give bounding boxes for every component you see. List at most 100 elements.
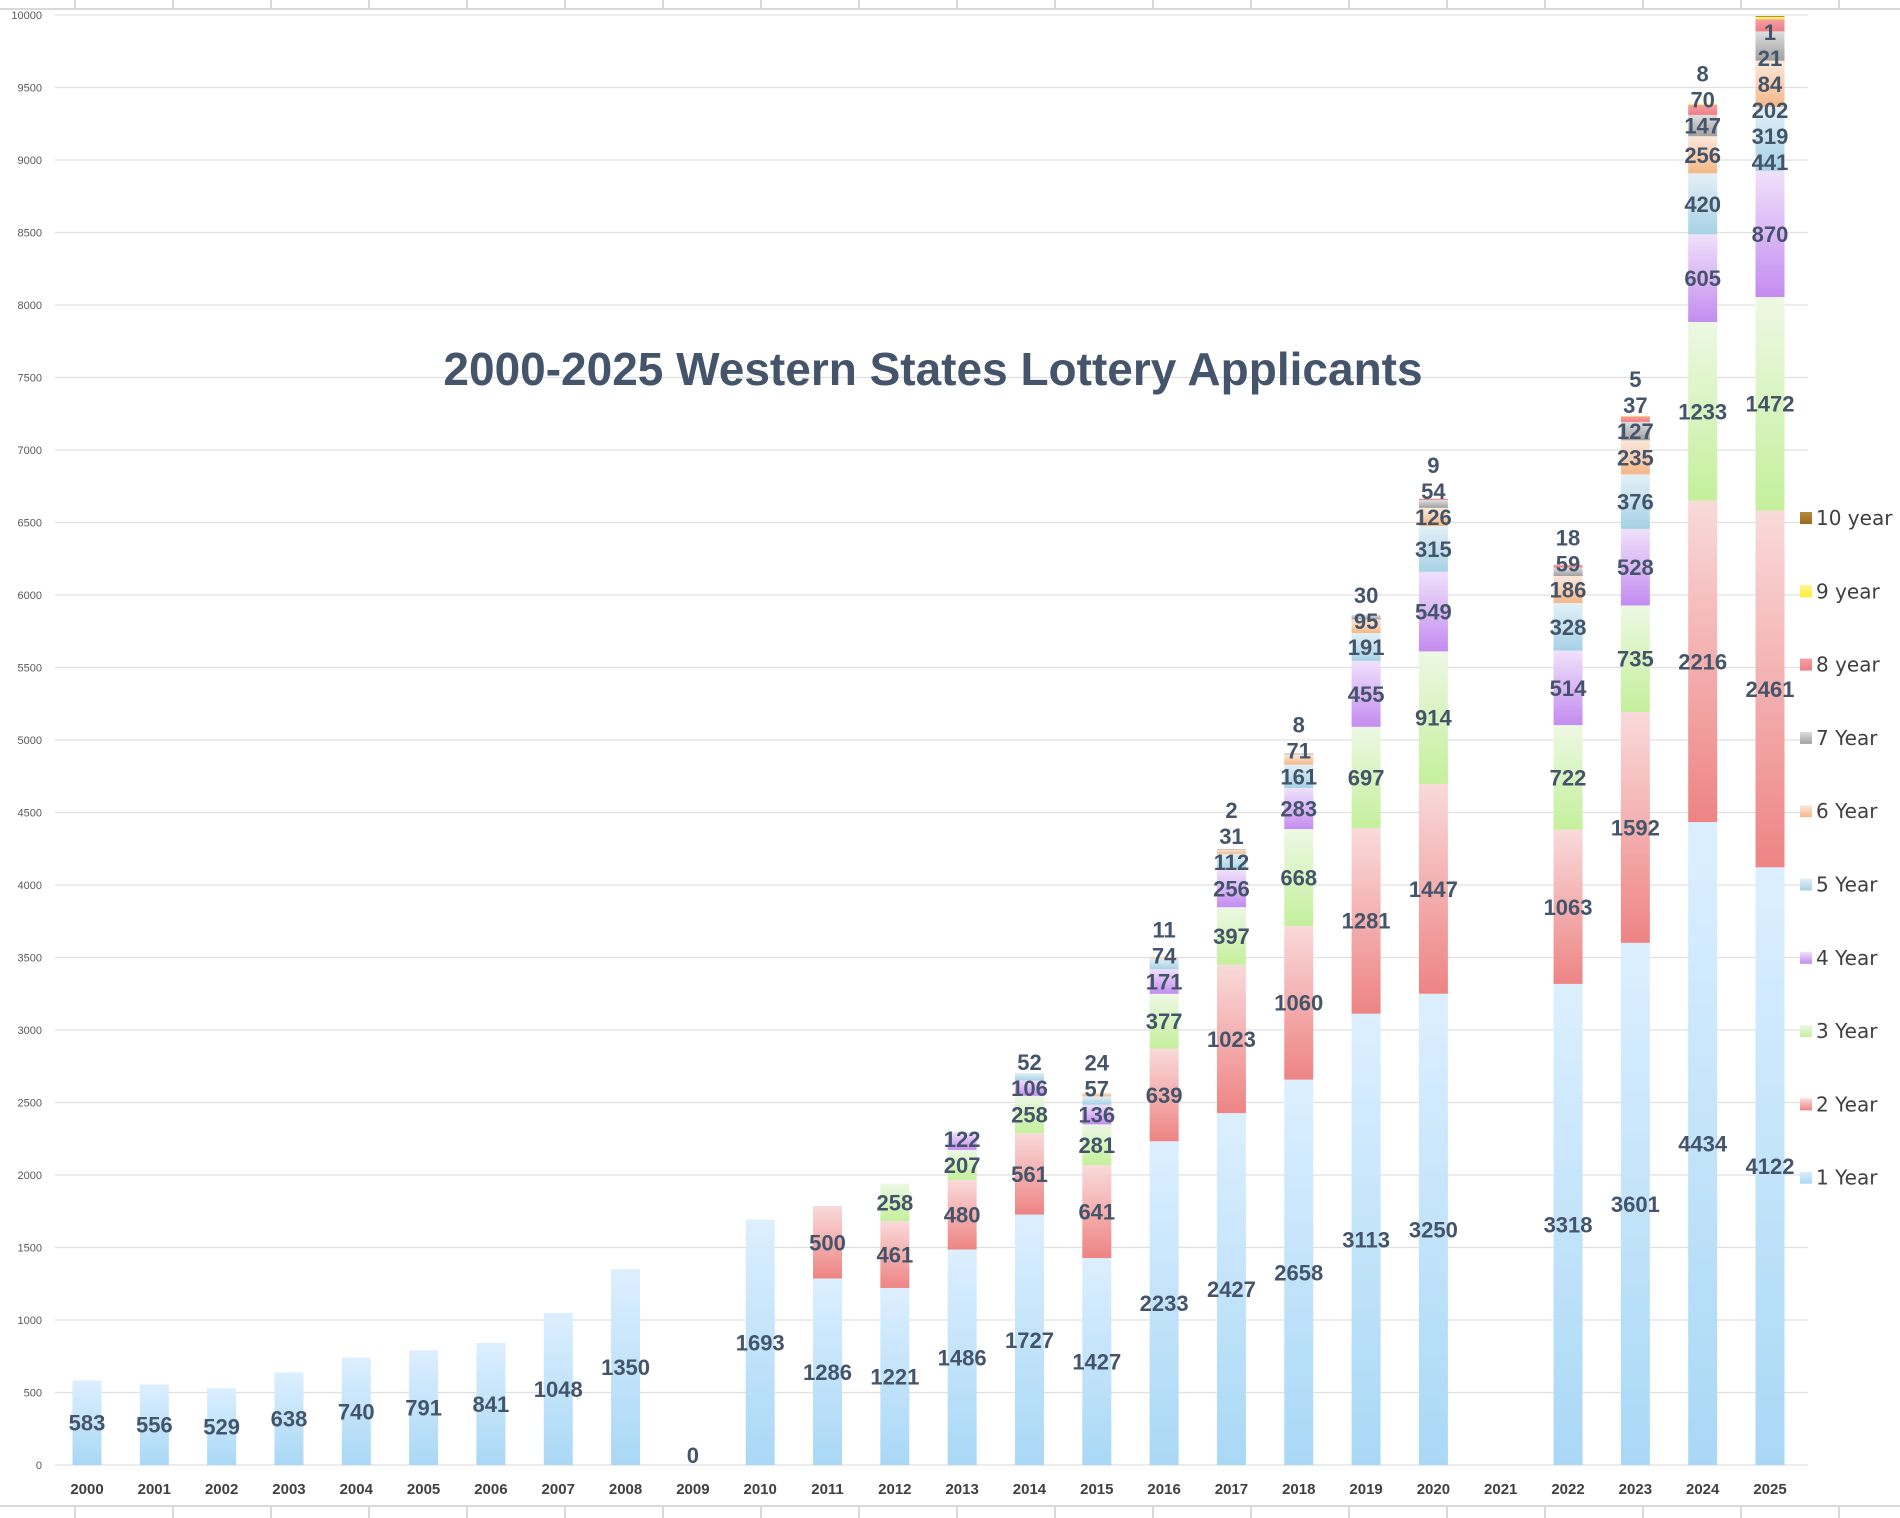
legend-label: 3 Year bbox=[1816, 1019, 1878, 1043]
y-tick-label: 4500 bbox=[18, 808, 42, 820]
data-label: 1592 bbox=[1611, 815, 1660, 840]
data-label: 283 bbox=[1280, 797, 1317, 822]
data-label: 256 bbox=[1213, 877, 1250, 902]
legend-item-9-year: 9 year bbox=[1800, 579, 1880, 603]
bar-segment-2-year bbox=[880, 1221, 910, 1288]
bar-segment-7-year bbox=[1688, 114, 1718, 137]
x-tick-label: 2008 bbox=[609, 1481, 642, 1498]
bar-segment-5-year bbox=[1620, 474, 1650, 529]
bar-segment-7-year bbox=[1418, 500, 1448, 508]
legend-label: 1 Year bbox=[1816, 1166, 1878, 1190]
x-tick-label: 2010 bbox=[744, 1481, 777, 1498]
data-label: 1 bbox=[1764, 20, 1776, 45]
data-label: 8 bbox=[1697, 62, 1709, 87]
legend-marker bbox=[1800, 878, 1812, 891]
data-label: 2427 bbox=[1207, 1277, 1256, 1302]
x-tick-label: 2014 bbox=[1013, 1481, 1047, 1498]
data-label: 740 bbox=[338, 1399, 375, 1424]
legend-marker bbox=[1800, 1098, 1812, 1111]
x-axis: 2000 2001 2002 2003 2004 2005 2006 2007 2008 2009… bbox=[70, 1481, 1786, 1498]
bar-segment-3-year bbox=[1284, 829, 1314, 926]
bar-segment-5-year bbox=[1082, 1096, 1112, 1105]
data-label: 1233 bbox=[1678, 399, 1727, 424]
data-label: 480 bbox=[944, 1203, 981, 1228]
bar-segment-4-year bbox=[1620, 528, 1650, 606]
chart-title: 2000-2025 Western States Lottery Applica… bbox=[443, 343, 1423, 395]
data-label: 561 bbox=[1011, 1162, 1048, 1187]
data-label: 256 bbox=[1684, 143, 1721, 168]
bar-segment-1-year bbox=[1284, 1079, 1314, 1465]
x-tick-label: 2003 bbox=[272, 1481, 305, 1498]
data-label: 377 bbox=[1146, 1009, 1183, 1034]
data-label: 441 bbox=[1752, 150, 1789, 175]
data-label: 59 bbox=[1556, 551, 1580, 576]
bar-segment-6-year bbox=[1351, 619, 1381, 634]
x-tick-label: 2005 bbox=[407, 1481, 440, 1498]
data-label: 122 bbox=[944, 1127, 981, 1152]
data-label: 1221 bbox=[870, 1364, 919, 1389]
bar-segment-4-year bbox=[1418, 571, 1448, 652]
bar-segment-7-year bbox=[1553, 567, 1583, 577]
bar-segment-4-year bbox=[1284, 787, 1314, 830]
y-tick-label: 8000 bbox=[18, 300, 42, 312]
data-label: 605 bbox=[1684, 266, 1721, 291]
bar-segment-3-year bbox=[880, 1183, 910, 1222]
data-label: 258 bbox=[1011, 1103, 1048, 1128]
bar-segment-2-year bbox=[1216, 964, 1246, 1114]
x-tick-label: 2009 bbox=[676, 1481, 709, 1498]
bar-segment-9-year bbox=[1688, 103, 1718, 105]
legend-label: 7 Year bbox=[1816, 726, 1878, 750]
bar-segment-3-year bbox=[1351, 726, 1381, 828]
bar-segment-1-year bbox=[611, 1269, 641, 1465]
bar-segment-2-year bbox=[1149, 1048, 1179, 1142]
data-label: 9 bbox=[1427, 453, 1439, 478]
bar-segment-4-year bbox=[1351, 660, 1381, 727]
bar-segment-5-year bbox=[1284, 764, 1314, 788]
bar-segment-3-year bbox=[1688, 321, 1718, 501]
legend-label: 4 Year bbox=[1816, 946, 1878, 970]
bar-segment-6-year bbox=[1082, 1092, 1112, 1097]
y-tick-label: 2000 bbox=[18, 1170, 42, 1182]
bar-segment-1-year bbox=[274, 1372, 304, 1465]
bar-segment-9-year bbox=[1620, 415, 1650, 417]
data-label: 1727 bbox=[1005, 1328, 1054, 1353]
bar-segment-3-year bbox=[1418, 651, 1448, 784]
data-label: 95 bbox=[1354, 609, 1378, 634]
bar-segment-1-year bbox=[1418, 993, 1448, 1465]
data-label: 127 bbox=[1617, 419, 1654, 444]
bar-segment-2-year bbox=[1688, 500, 1718, 823]
data-label: 84 bbox=[1758, 72, 1783, 97]
data-label: 1427 bbox=[1072, 1350, 1121, 1375]
data-label: 1350 bbox=[601, 1355, 650, 1380]
data-label: 583 bbox=[69, 1411, 106, 1436]
data-label: 2658 bbox=[1274, 1260, 1323, 1285]
bar-segment-3-year bbox=[1014, 1095, 1044, 1134]
legend-marker bbox=[1800, 658, 1812, 671]
data-labels: 583 556 529 638 740 791 8411048135001693128650… bbox=[69, 20, 1795, 1468]
data-label: 668 bbox=[1280, 865, 1317, 890]
data-label: 161 bbox=[1280, 764, 1317, 789]
data-label: 235 bbox=[1617, 445, 1654, 470]
bar-segment-4-year bbox=[947, 1132, 977, 1150]
bar-segment-1-year bbox=[1216, 1113, 1246, 1465]
data-label: 112 bbox=[1214, 850, 1250, 875]
bar-segment-1-year bbox=[813, 1278, 843, 1465]
data-label: 57 bbox=[1085, 1077, 1109, 1102]
data-label: 202 bbox=[1752, 98, 1789, 123]
legend-item-6-year: 6 Year bbox=[1800, 799, 1878, 823]
legend-item-7-year: 7 Year bbox=[1800, 726, 1878, 750]
bar-segment-2-year bbox=[1351, 827, 1381, 1014]
bar-segment-4-year bbox=[1216, 870, 1246, 908]
legend-item-1-year: 1 Year bbox=[1800, 1166, 1878, 1190]
gridlines bbox=[55, 14, 1808, 1466]
data-label: 24 bbox=[1085, 1051, 1110, 1076]
bars bbox=[72, 16, 1785, 1465]
y-tick-label: 4000 bbox=[18, 880, 42, 892]
legend-marker bbox=[1800, 731, 1812, 744]
bar-segment-6-year bbox=[1149, 956, 1179, 959]
data-label: 870 bbox=[1752, 222, 1789, 247]
bar-segment-8-year bbox=[1620, 416, 1650, 422]
y-tick-label: 10000 bbox=[11, 10, 42, 22]
data-label: 914 bbox=[1415, 706, 1452, 731]
data-label: 3250 bbox=[1409, 1217, 1458, 1242]
